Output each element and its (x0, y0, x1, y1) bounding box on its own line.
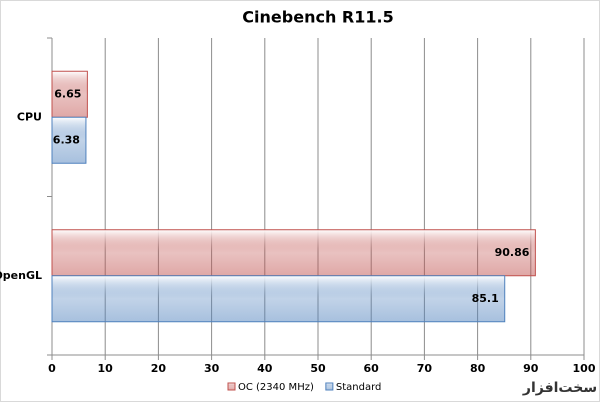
x-tick-label: 40 (257, 362, 273, 375)
value-label: 6.65 (54, 87, 81, 100)
value-label: 90.86 (495, 246, 530, 259)
bar (51, 116, 87, 164)
y-tick-label: OpenGL (0, 269, 42, 282)
x-tick-label: 30 (204, 362, 220, 375)
bar (51, 229, 536, 277)
bar (51, 275, 506, 323)
chart-title: Cinebench R11.5 (242, 8, 393, 27)
x-tick-label: 50 (310, 362, 326, 375)
legend-swatch (227, 382, 236, 391)
x-tick-label: 0 (48, 362, 56, 375)
x-tick-label: 70 (417, 362, 433, 375)
x-tick-label: 20 (151, 362, 167, 375)
value-label: 6.38 (53, 133, 80, 146)
legend-label: Standard (336, 382, 382, 393)
x-tick-label: 90 (523, 362, 539, 375)
x-tick-label: 100 (573, 362, 596, 375)
x-tick-label: 80 (470, 362, 486, 375)
legend-swatch (325, 382, 334, 391)
x-tick-label: 10 (98, 362, 114, 375)
watermark: سخت‌افزار (522, 380, 597, 396)
value-label: 85.1 (472, 292, 499, 305)
y-tick-label: CPU (17, 110, 42, 123)
legend-label: OC (2340 MHz) (238, 382, 314, 393)
x-tick-label: 60 (364, 362, 380, 375)
